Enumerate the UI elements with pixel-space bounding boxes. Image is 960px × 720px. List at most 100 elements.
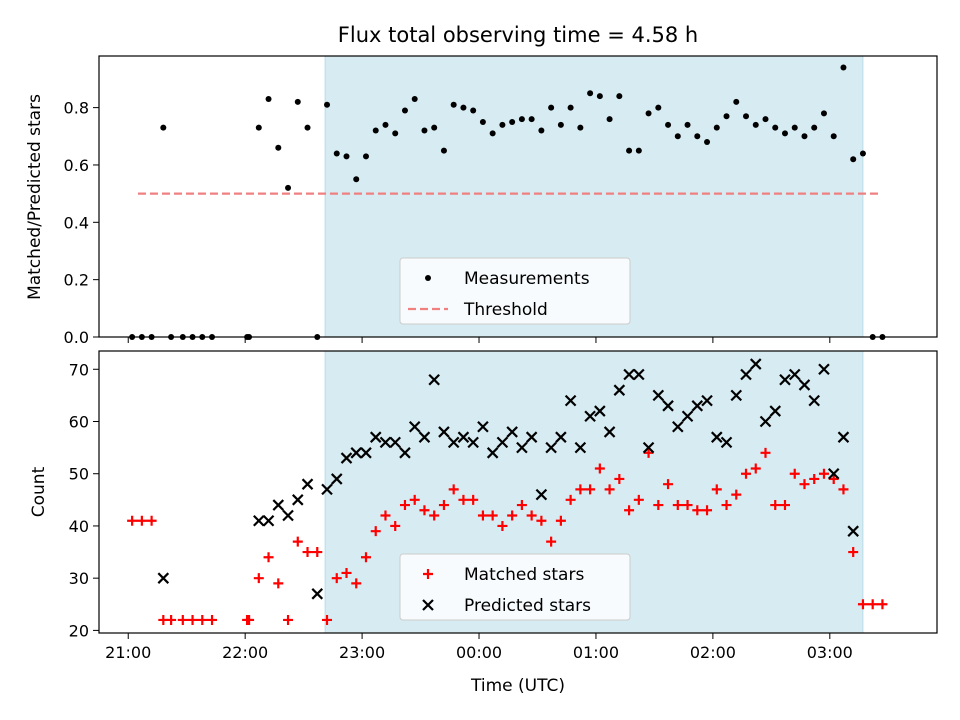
matched-star-point <box>477 510 488 521</box>
matched-star-point <box>672 500 683 511</box>
measurement-point <box>470 107 477 114</box>
matched-star-point <box>399 500 410 511</box>
matched-star-point <box>799 479 810 490</box>
predicted-star-point <box>681 410 694 423</box>
predicted-star-point <box>818 363 830 376</box>
predicted-star-point <box>438 426 450 438</box>
predicted-star-point <box>272 499 285 511</box>
predicted-star-point <box>730 389 743 402</box>
matched-star-point <box>848 547 859 558</box>
matched-star-point <box>663 479 674 490</box>
top-panel: 0.00.20.40.60.8 Matched/Predicted stars … <box>25 55 938 347</box>
predicted-star-point <box>428 373 440 386</box>
predicted-star-point <box>369 431 382 443</box>
predicted-star-point <box>545 441 557 454</box>
measurement-point <box>372 127 379 134</box>
predicted-star-point <box>613 384 626 396</box>
predicted-star-point <box>769 405 782 417</box>
predicted-star-point <box>672 420 684 433</box>
predicted-star-point <box>477 420 489 433</box>
predicted-star-point <box>603 426 616 438</box>
predicted-star-point <box>740 368 752 381</box>
legend-entry-label: Threshold <box>463 300 548 320</box>
predicted-star-point <box>399 447 411 459</box>
measurement-point <box>791 124 798 131</box>
predicted-star-point <box>486 447 499 459</box>
predicted-star-point <box>584 410 596 423</box>
matched-star-point <box>711 484 722 495</box>
y-tick-label: 40 <box>69 517 89 536</box>
measurement-point <box>811 124 818 131</box>
measurement-point <box>499 121 506 128</box>
predicted-star-point <box>749 358 762 370</box>
matched-star-point <box>497 520 508 531</box>
measurement-point <box>421 127 428 134</box>
predicted-star-point <box>457 431 470 443</box>
y-tick-label: 30 <box>69 569 89 588</box>
y-tick-label: 0.0 <box>64 328 89 347</box>
matched-star-point <box>207 614 218 625</box>
matched-star-point <box>838 484 849 495</box>
predicted-star-point <box>788 368 801 381</box>
measurement-point <box>655 104 662 111</box>
measurement-point <box>743 113 750 120</box>
y-tick-label: 50 <box>69 465 89 484</box>
predicted-star-point <box>292 494 304 506</box>
measurement-point <box>674 133 681 140</box>
matched-star-point <box>448 484 459 495</box>
matched-star-point <box>146 515 157 526</box>
matched-star-point <box>360 552 371 563</box>
measurement-point <box>616 93 623 100</box>
measurement-point <box>411 96 418 103</box>
predicted-star-point <box>720 436 733 449</box>
measurement-point <box>294 98 301 105</box>
measurement-point <box>450 101 457 108</box>
measurement-point <box>460 104 467 111</box>
measurement-point <box>733 98 740 105</box>
predicted-star-point <box>496 436 509 449</box>
matched-star-point <box>351 578 362 589</box>
measurement-point <box>577 124 584 131</box>
matched-star-point <box>614 473 625 484</box>
matched-star-point <box>273 578 284 589</box>
measurement-point <box>840 64 847 71</box>
x-tick-label: 22:00 <box>222 643 268 662</box>
predicted-star-point <box>574 441 587 454</box>
matched-star-point <box>409 494 420 505</box>
matched-star-point <box>585 484 596 495</box>
measurement-point <box>850 156 857 163</box>
predicted-star-point <box>389 436 402 449</box>
predicted-star-point <box>157 572 170 584</box>
measurement-point <box>704 139 711 146</box>
legend-entry-label: Measurements <box>464 269 590 289</box>
matched-star-point <box>857 599 868 610</box>
predicted-star-point <box>301 478 314 490</box>
matched-star-point <box>682 500 693 511</box>
matched-star-point <box>779 500 790 511</box>
measurement-point <box>401 107 408 114</box>
y-tick-label: 60 <box>69 413 89 432</box>
y-tick-label: 20 <box>69 621 89 640</box>
matched-star-point <box>877 599 888 610</box>
matched-star-point <box>867 599 878 610</box>
measurement-point <box>265 96 272 103</box>
predicted-star-point <box>779 373 791 386</box>
matched-star-point <box>536 515 547 526</box>
predicted-star-point <box>623 368 635 381</box>
matched-star-point <box>624 505 635 516</box>
x-axis-label: Time (UTC) <box>470 676 565 696</box>
matched-star-point <box>127 515 138 526</box>
matched-star-point <box>721 500 732 511</box>
predicted-star-point <box>711 431 723 443</box>
predicted-star-point <box>282 509 294 522</box>
measurement-point <box>626 147 633 154</box>
legend-swatch <box>422 599 434 611</box>
matched-star-point <box>555 515 566 526</box>
predicted-star-point <box>691 400 704 412</box>
measurement-point <box>820 110 827 117</box>
measurement-point <box>538 127 545 134</box>
matched-star-point <box>565 494 576 505</box>
matched-star-point <box>166 614 177 625</box>
matched-star-point <box>731 489 742 500</box>
